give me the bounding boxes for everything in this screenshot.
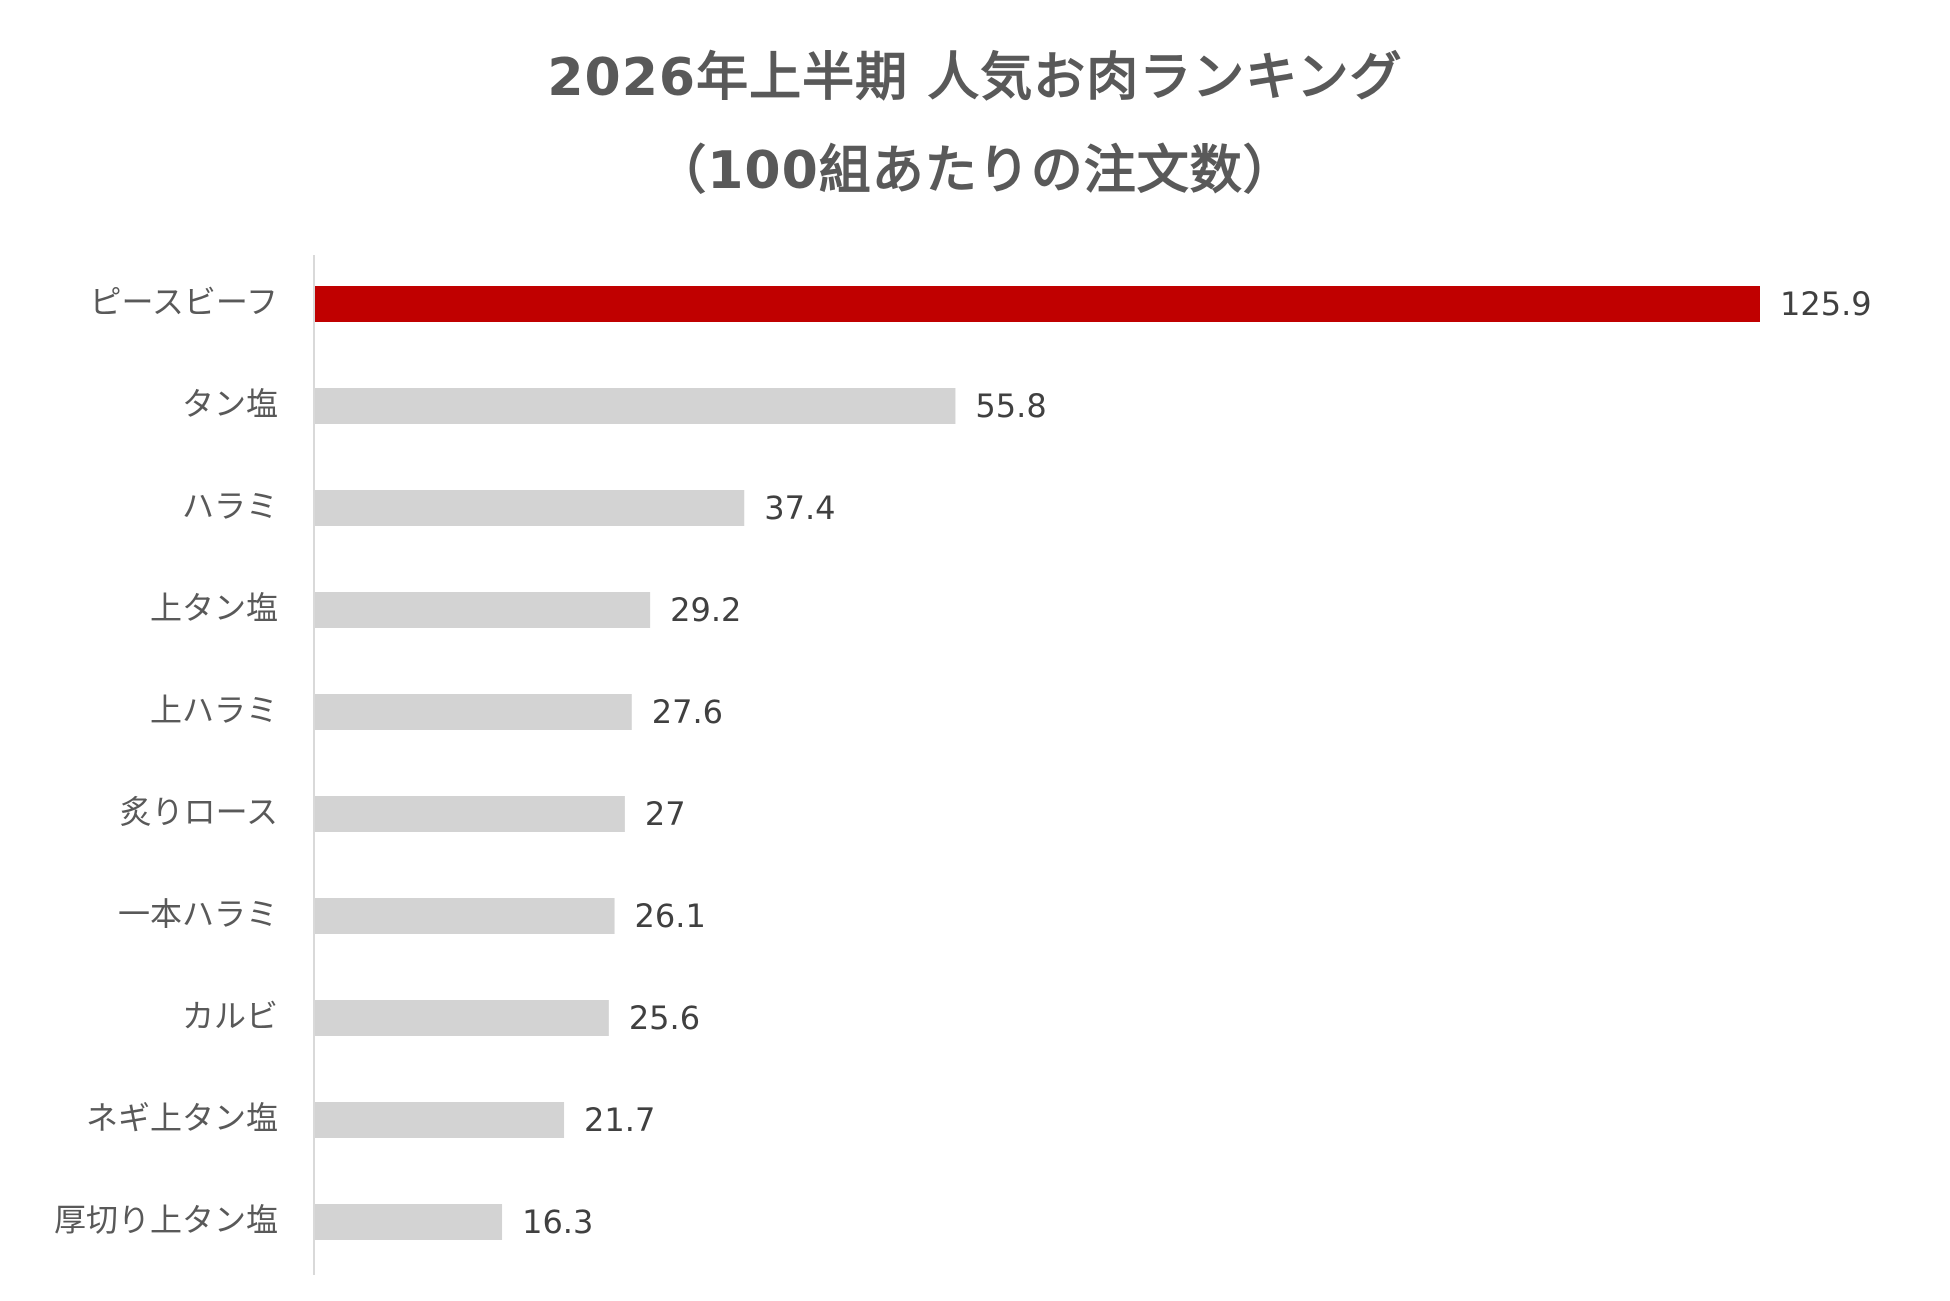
bar-7 bbox=[315, 1000, 609, 1036]
labels-layer: ピースビーフ 125.9 タン塩 55.8 ハラミ 37.4 上タン塩 29.2 上ハラミ 27.… bbox=[54, 283, 1872, 1241]
value-label-3: 29.2 bbox=[670, 591, 741, 629]
value-label-6: 26.1 bbox=[635, 897, 706, 935]
bar-0 bbox=[315, 286, 1760, 322]
bars-layer bbox=[315, 286, 1760, 1240]
bar-2 bbox=[315, 490, 745, 526]
category-label-4: 上ハラミ bbox=[150, 691, 278, 729]
category-label-5: 炙りロース bbox=[120, 793, 278, 831]
chart-title-line1: 2026年上半期 人気お肉ランキング bbox=[547, 48, 1403, 108]
value-label-4: 27.6 bbox=[652, 693, 723, 731]
category-label-6: 一本ハラミ bbox=[118, 895, 278, 933]
category-label-8: ネギ上タン塩 bbox=[86, 1099, 278, 1137]
bar-8 bbox=[315, 1102, 565, 1138]
value-label-0: 125.9 bbox=[1780, 285, 1872, 323]
bar-4 bbox=[315, 694, 632, 730]
chart-title-line2: （100組あたりの注文数） bbox=[654, 141, 1296, 201]
bar-9 bbox=[315, 1204, 503, 1240]
value-label-2: 37.4 bbox=[764, 489, 835, 527]
value-label-9: 16.3 bbox=[522, 1203, 593, 1241]
value-label-8: 21.7 bbox=[584, 1101, 655, 1139]
category-label-9: 厚切り上タン塩 bbox=[54, 1201, 278, 1239]
category-label-0: ピースビーフ bbox=[90, 283, 278, 321]
bar-3 bbox=[315, 592, 651, 628]
category-label-2: ハラミ bbox=[182, 487, 278, 525]
bar-5 bbox=[315, 796, 625, 832]
value-label-1: 55.8 bbox=[975, 387, 1046, 425]
value-label-7: 25.6 bbox=[629, 999, 700, 1037]
value-label-5: 27 bbox=[645, 795, 686, 833]
category-label-1: タン塩 bbox=[182, 385, 278, 423]
category-label-7: カルビ bbox=[182, 997, 278, 1035]
bar-1 bbox=[315, 388, 956, 424]
category-label-3: 上タン塩 bbox=[150, 589, 278, 627]
bar-6 bbox=[315, 898, 615, 934]
